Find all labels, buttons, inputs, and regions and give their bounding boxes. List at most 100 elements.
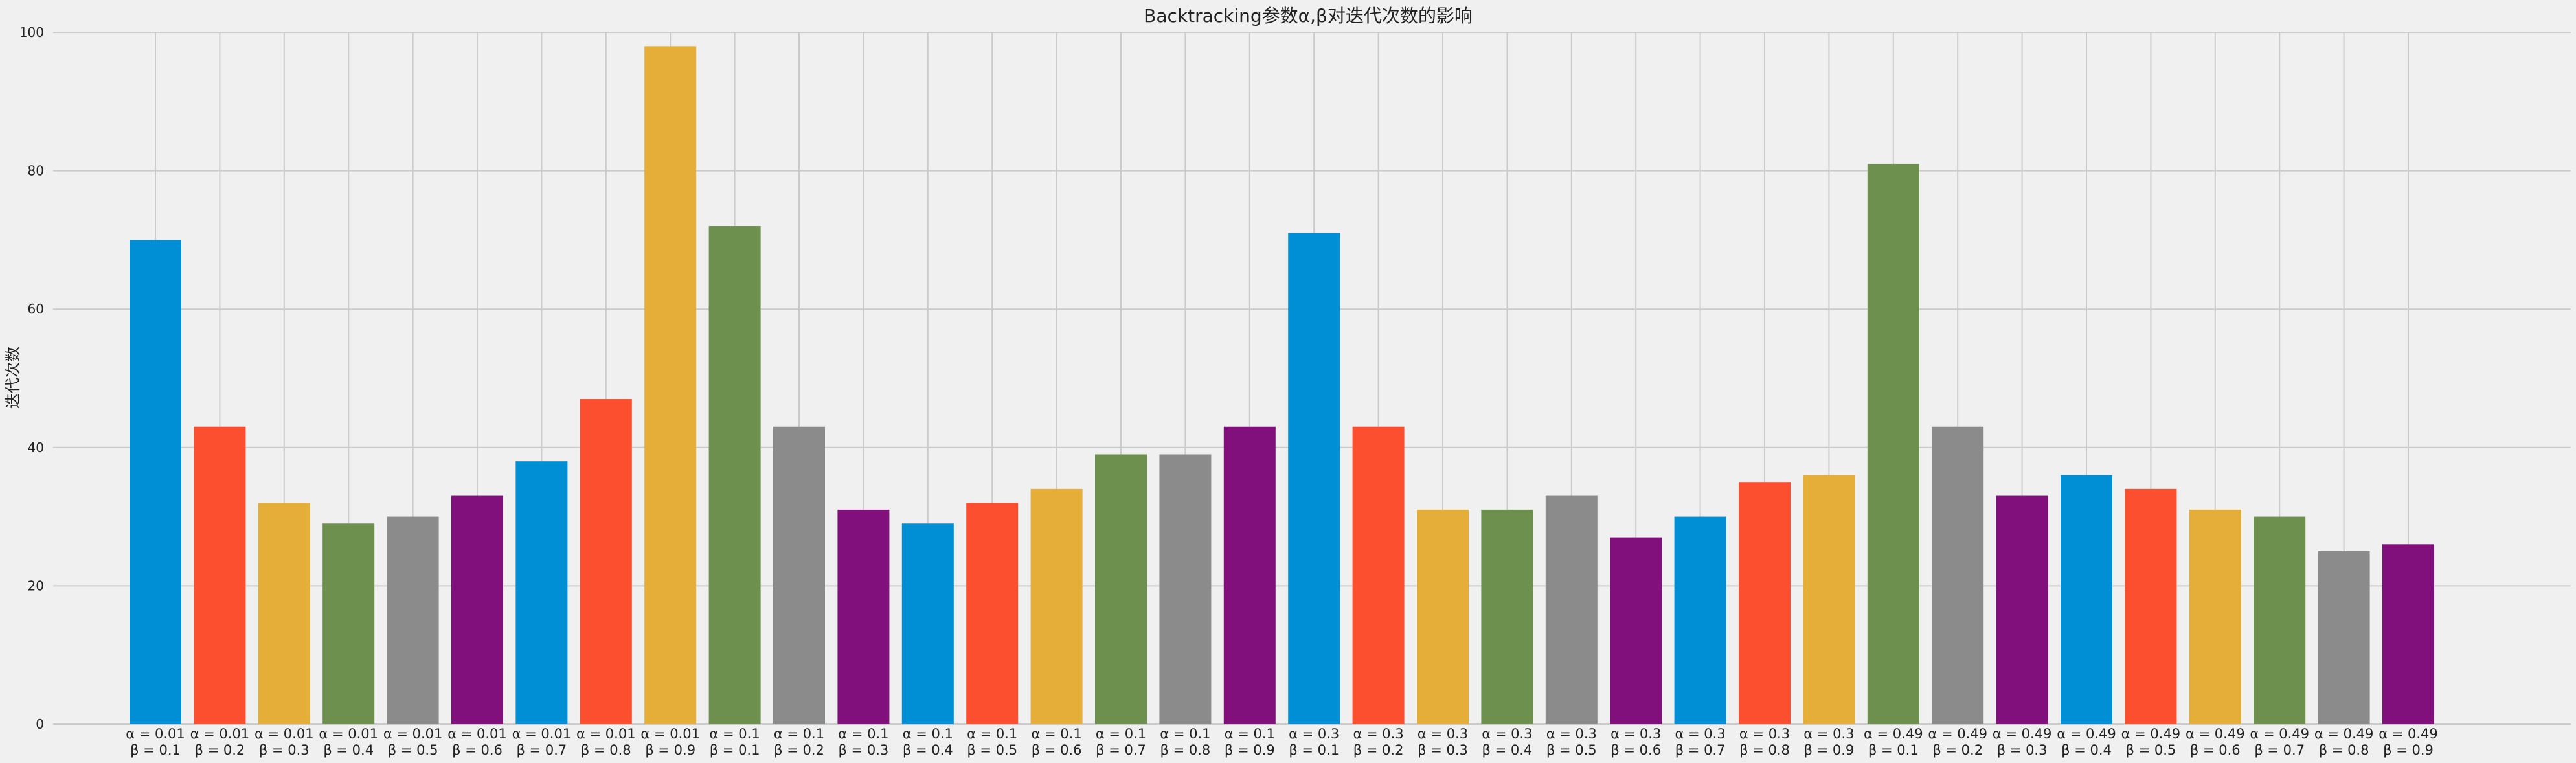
bar — [773, 426, 825, 724]
bar — [1481, 509, 1533, 724]
x-tick-label-alpha: α = 0.49 — [2186, 726, 2245, 742]
bar — [1610, 537, 1662, 724]
x-tick-label-beta: β = 0.4 — [2061, 742, 2112, 758]
x-tick-label-beta: β = 0.8 — [1739, 742, 1790, 758]
bar — [2254, 516, 2306, 724]
chart-title: Backtracking参数α,β对迭代次数的影响 — [1144, 5, 1473, 27]
bar — [1996, 495, 2048, 724]
x-tick-label-beta: β = 0.5 — [388, 742, 438, 758]
bar — [2061, 475, 2112, 724]
x-tick-label-beta: β = 0.9 — [1804, 742, 1855, 758]
x-tick-label-alpha: α = 0.49 — [2250, 726, 2309, 742]
bar — [1095, 454, 1147, 724]
bar — [451, 495, 503, 724]
bar — [1030, 488, 1083, 724]
bar — [1674, 516, 1726, 724]
bar — [1352, 426, 1405, 724]
x-tick-label-alpha: α = 0.3 — [1803, 726, 1854, 742]
y-tick-label: 100 — [19, 25, 44, 40]
bar — [1867, 163, 1919, 725]
x-tick-label-beta: β = 0.3 — [839, 742, 889, 758]
x-tick-label-beta: β = 0.8 — [581, 742, 631, 758]
bar — [1739, 482, 1791, 724]
x-tick-label-beta: β = 0.2 — [1353, 742, 1404, 758]
x-tick-label-alpha: α = 0.01 — [447, 726, 507, 742]
x-tick-label-beta: β = 0.8 — [2319, 742, 2369, 758]
x-tick-label-beta: β = 0.2 — [195, 742, 245, 758]
x-tick-label-beta: β = 0.5 — [2126, 742, 2176, 758]
x-tick-label-beta: β = 0.6 — [452, 742, 503, 758]
x-tick-label-alpha: α = 0.3 — [1546, 726, 1597, 742]
x-tick-label-beta: β = 0.9 — [2383, 742, 2434, 758]
x-tick-label-beta: β = 0.3 — [1418, 742, 1468, 758]
x-tick-label-alpha: α = 0.1 — [774, 726, 824, 742]
x-tick-label-alpha: α = 0.49 — [2378, 726, 2438, 742]
x-tick-label-beta: β = 0.1 — [1289, 742, 1339, 758]
x-tick-label-beta: β = 0.8 — [1160, 742, 1211, 758]
x-tick-label-beta: β = 0.6 — [1032, 742, 1082, 758]
bar — [1932, 426, 1984, 724]
x-tick-label-alpha: α = 0.3 — [1418, 726, 1468, 742]
bars — [130, 46, 2434, 725]
x-tick-label-alpha: α = 0.3 — [1353, 726, 1404, 742]
x-tick-label-beta: β = 0.3 — [259, 742, 310, 758]
x-tick-label-alpha: α = 0.1 — [1160, 726, 1210, 742]
bar — [130, 240, 181, 724]
x-tick-label-beta: β = 0.4 — [903, 742, 953, 758]
x-tick-label-beta: β = 0.7 — [2254, 742, 2305, 758]
x-tick-label-alpha: α = 0.1 — [1096, 726, 1146, 742]
x-tick-label-beta: β = 0.4 — [1482, 742, 1533, 758]
x-tick-label-alpha: α = 0.49 — [2314, 726, 2374, 742]
bar — [1417, 509, 1469, 724]
bar — [1288, 233, 1340, 725]
x-tick-label-beta: β = 0.3 — [1997, 742, 2048, 758]
x-tick-label-alpha: α = 0.01 — [576, 726, 636, 742]
x-tick-label-alpha: α = 0.01 — [512, 726, 572, 742]
y-tick-label: 0 — [36, 716, 44, 732]
x-tick-labels: α = 0.01β = 0.1α = 0.01β = 0.2α = 0.01β … — [126, 726, 2438, 758]
x-tick-label-beta: β = 0.1 — [1868, 742, 1919, 758]
bar — [2318, 551, 2370, 724]
x-tick-label-alpha: α = 0.01 — [383, 726, 443, 742]
bar — [966, 503, 1019, 724]
bar — [1545, 495, 1598, 724]
bar — [387, 516, 439, 724]
x-tick-label-alpha: α = 0.1 — [710, 726, 760, 742]
y-tick-label: 20 — [28, 578, 44, 593]
bar — [1803, 475, 1855, 724]
x-tick-label-beta: β = 0.7 — [1096, 742, 1146, 758]
x-tick-label-alpha: α = 0.01 — [254, 726, 314, 742]
x-tick-label-beta: β = 0.9 — [645, 742, 695, 758]
bar — [708, 226, 761, 724]
bar — [194, 426, 246, 724]
y-tick-labels: 0 20 40 60 80 100 — [19, 25, 44, 732]
y-tick-label: 80 — [28, 163, 44, 179]
x-tick-label-alpha: α = 0.3 — [1482, 726, 1532, 742]
x-tick-label-alpha: α = 0.1 — [903, 726, 953, 742]
x-tick-label-beta: β = 0.9 — [1225, 742, 1275, 758]
x-tick-label-alpha: α = 0.49 — [2121, 726, 2181, 742]
x-tick-label-beta: β = 0.4 — [323, 742, 374, 758]
bar — [1223, 426, 1276, 724]
x-tick-label-alpha: α = 0.49 — [1864, 726, 1923, 742]
x-tick-label-beta: β = 0.6 — [2190, 742, 2241, 758]
x-tick-label-alpha: α = 0.3 — [1739, 726, 1790, 742]
y-tick-label: 40 — [28, 440, 44, 455]
bar — [2125, 488, 2177, 724]
x-tick-label-beta: β = 0.1 — [710, 742, 760, 758]
x-tick-label-beta: β = 0.7 — [1675, 742, 1726, 758]
x-tick-label-alpha: α = 0.49 — [2057, 726, 2116, 742]
bar — [644, 46, 697, 725]
bar — [837, 509, 890, 724]
x-tick-label-alpha: α = 0.1 — [1032, 726, 1082, 742]
bar — [515, 461, 568, 724]
bar — [1159, 454, 1212, 724]
x-tick-label-alpha: α = 0.49 — [1928, 726, 1987, 742]
x-tick-label-beta: β = 0.2 — [1932, 742, 1983, 758]
x-tick-label-beta: β = 0.5 — [967, 742, 1017, 758]
bar — [580, 399, 632, 724]
x-tick-label-alpha: α = 0.01 — [190, 726, 250, 742]
x-tick-label-alpha: α = 0.01 — [126, 726, 185, 742]
x-tick-label-alpha: α = 0.49 — [1993, 726, 2052, 742]
